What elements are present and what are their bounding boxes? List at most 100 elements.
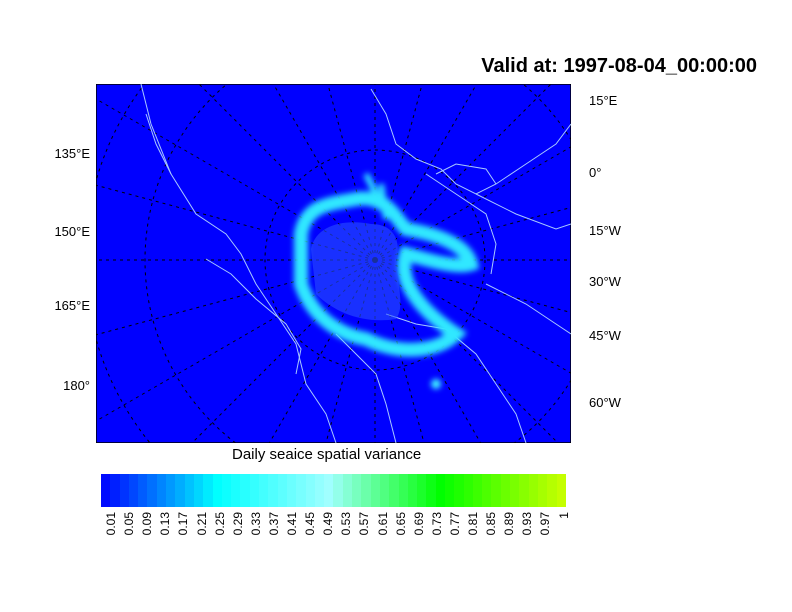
colorbar-tick-label: 0.09 xyxy=(140,512,155,536)
colorbar-box xyxy=(472,474,483,507)
coastlines xyxy=(140,84,571,443)
colorbar-box xyxy=(482,474,492,507)
colorbar-box xyxy=(352,474,362,507)
colorbar-box xyxy=(398,474,408,507)
colorbar-box xyxy=(110,474,120,507)
colorbar-box xyxy=(203,474,213,507)
lon-label-left: 150°E xyxy=(54,224,90,239)
colorbar-box xyxy=(314,474,325,507)
lon-label-left: 165°E xyxy=(54,298,90,313)
colorbar-tick-label: 0.37 xyxy=(266,512,281,536)
colorbar-tick-label: 0.33 xyxy=(248,512,263,536)
meridian-line xyxy=(96,259,376,336)
lon-label-left: 180° xyxy=(63,378,90,393)
colorbar-tick-label: 0.77 xyxy=(447,512,462,536)
meridian-line xyxy=(96,259,376,422)
colorbar-tick-label: 0.73 xyxy=(429,512,444,536)
colorbar-box xyxy=(259,474,269,507)
lon-label-right: 15°E xyxy=(589,93,618,108)
colorbar-box xyxy=(426,474,436,507)
colorbar-labels: 0.01 0.05 0.09 0.13 0.17 0.21 0.25 0.29 0.33 0.37… xyxy=(101,512,571,572)
colorbar-box xyxy=(510,474,520,507)
meridian-line xyxy=(374,146,571,261)
meridian-line xyxy=(96,98,376,261)
colorbar-box xyxy=(221,474,232,507)
colorbar-tick-label: 0.65 xyxy=(393,512,408,536)
lon-label-right: 60°W xyxy=(589,395,621,410)
colorbar-box xyxy=(547,474,557,507)
sea-ice-field xyxy=(294,172,480,389)
colorbar-box xyxy=(417,474,427,507)
colorbar-tick-label: 0.81 xyxy=(466,512,480,536)
colorbar-box xyxy=(537,474,548,507)
colorbar-tick-label: 0.05 xyxy=(122,512,137,536)
colorbar-box xyxy=(389,474,399,507)
colorbar-box xyxy=(184,474,194,507)
colorbar-box xyxy=(361,474,371,507)
colorbar-box xyxy=(491,474,501,507)
colorbar-box xyxy=(249,474,260,507)
colorbar-box xyxy=(268,474,278,507)
ice-interior xyxy=(311,222,401,321)
parallel-line xyxy=(264,149,486,371)
lon-label-right: 0° xyxy=(589,165,602,180)
map-panel xyxy=(96,84,571,443)
colorbar-box xyxy=(556,474,566,507)
colorbar-box xyxy=(101,474,111,507)
colorbar-tick-label: 0.41 xyxy=(285,512,299,536)
colorbar-tick-label: 0.45 xyxy=(303,512,318,536)
lon-label-right: 15°W xyxy=(589,223,621,238)
colorbar-box xyxy=(147,474,157,507)
colorbar-tick-label: 0.89 xyxy=(502,512,517,536)
colorbar-box xyxy=(138,474,148,507)
lon-label-left: 135°E xyxy=(54,146,90,161)
colorbar-box xyxy=(324,474,334,507)
colorbar-tick-label: 0.01 xyxy=(104,512,118,536)
colorbar-box xyxy=(379,474,390,507)
colorbar-box xyxy=(342,474,353,507)
lon-label-right: 30°W xyxy=(589,274,621,289)
colorbar-tick-label: 1 xyxy=(556,512,571,519)
colorbar-tick-label: 0.17 xyxy=(176,512,191,536)
colorbar-box xyxy=(435,474,445,507)
colorbar-tick-label: 0.29 xyxy=(230,512,245,536)
colorbar-box xyxy=(212,474,222,507)
colorbar-box xyxy=(407,474,418,507)
meridian-line xyxy=(272,84,376,261)
colorbar-tick-label: 0.21 xyxy=(194,512,209,536)
colorbar-box xyxy=(119,474,129,507)
colorbar-tick-label: 0.25 xyxy=(212,512,227,536)
colorbar-box xyxy=(528,474,538,507)
colorbar-tick-label: 0.61 xyxy=(375,512,390,536)
colorbar-tick-label: 0.69 xyxy=(411,512,426,536)
colorbar-box xyxy=(444,474,455,507)
colorbar-box xyxy=(296,474,306,507)
colorbar-box xyxy=(240,474,250,507)
meridian-line xyxy=(374,206,571,261)
colorbar-tick-label: 0.93 xyxy=(520,512,535,536)
colorbar-box xyxy=(166,474,176,507)
colorbar-box xyxy=(231,474,241,507)
colorbar-box xyxy=(500,474,511,507)
meridian-line xyxy=(96,184,376,261)
colorbar-tick-label: 0.85 xyxy=(484,512,499,536)
colorbar-tick-label: 0.13 xyxy=(158,512,173,536)
parallel-line xyxy=(144,84,571,443)
colorbar-box xyxy=(463,474,473,507)
colorbar xyxy=(101,474,566,507)
colorbar-title: Daily seaice spatial variance xyxy=(232,446,422,463)
colorbar-box xyxy=(286,474,297,507)
colorbar-box xyxy=(305,474,315,507)
colorbar-box xyxy=(277,474,287,507)
colorbar-box xyxy=(333,474,343,507)
colorbar-tick-label: 0.53 xyxy=(339,512,354,536)
colorbar-box xyxy=(454,474,464,507)
colorbar-box xyxy=(370,474,380,507)
lon-label-right: 45°W xyxy=(589,328,621,343)
colorbar-box xyxy=(519,474,529,507)
meridian-line xyxy=(374,84,478,261)
colorbar-tick-label: 0.57 xyxy=(357,512,372,536)
plot-title: Valid at: 1997-08-04_00:00:00 xyxy=(481,55,757,77)
colorbar-box xyxy=(193,474,204,507)
